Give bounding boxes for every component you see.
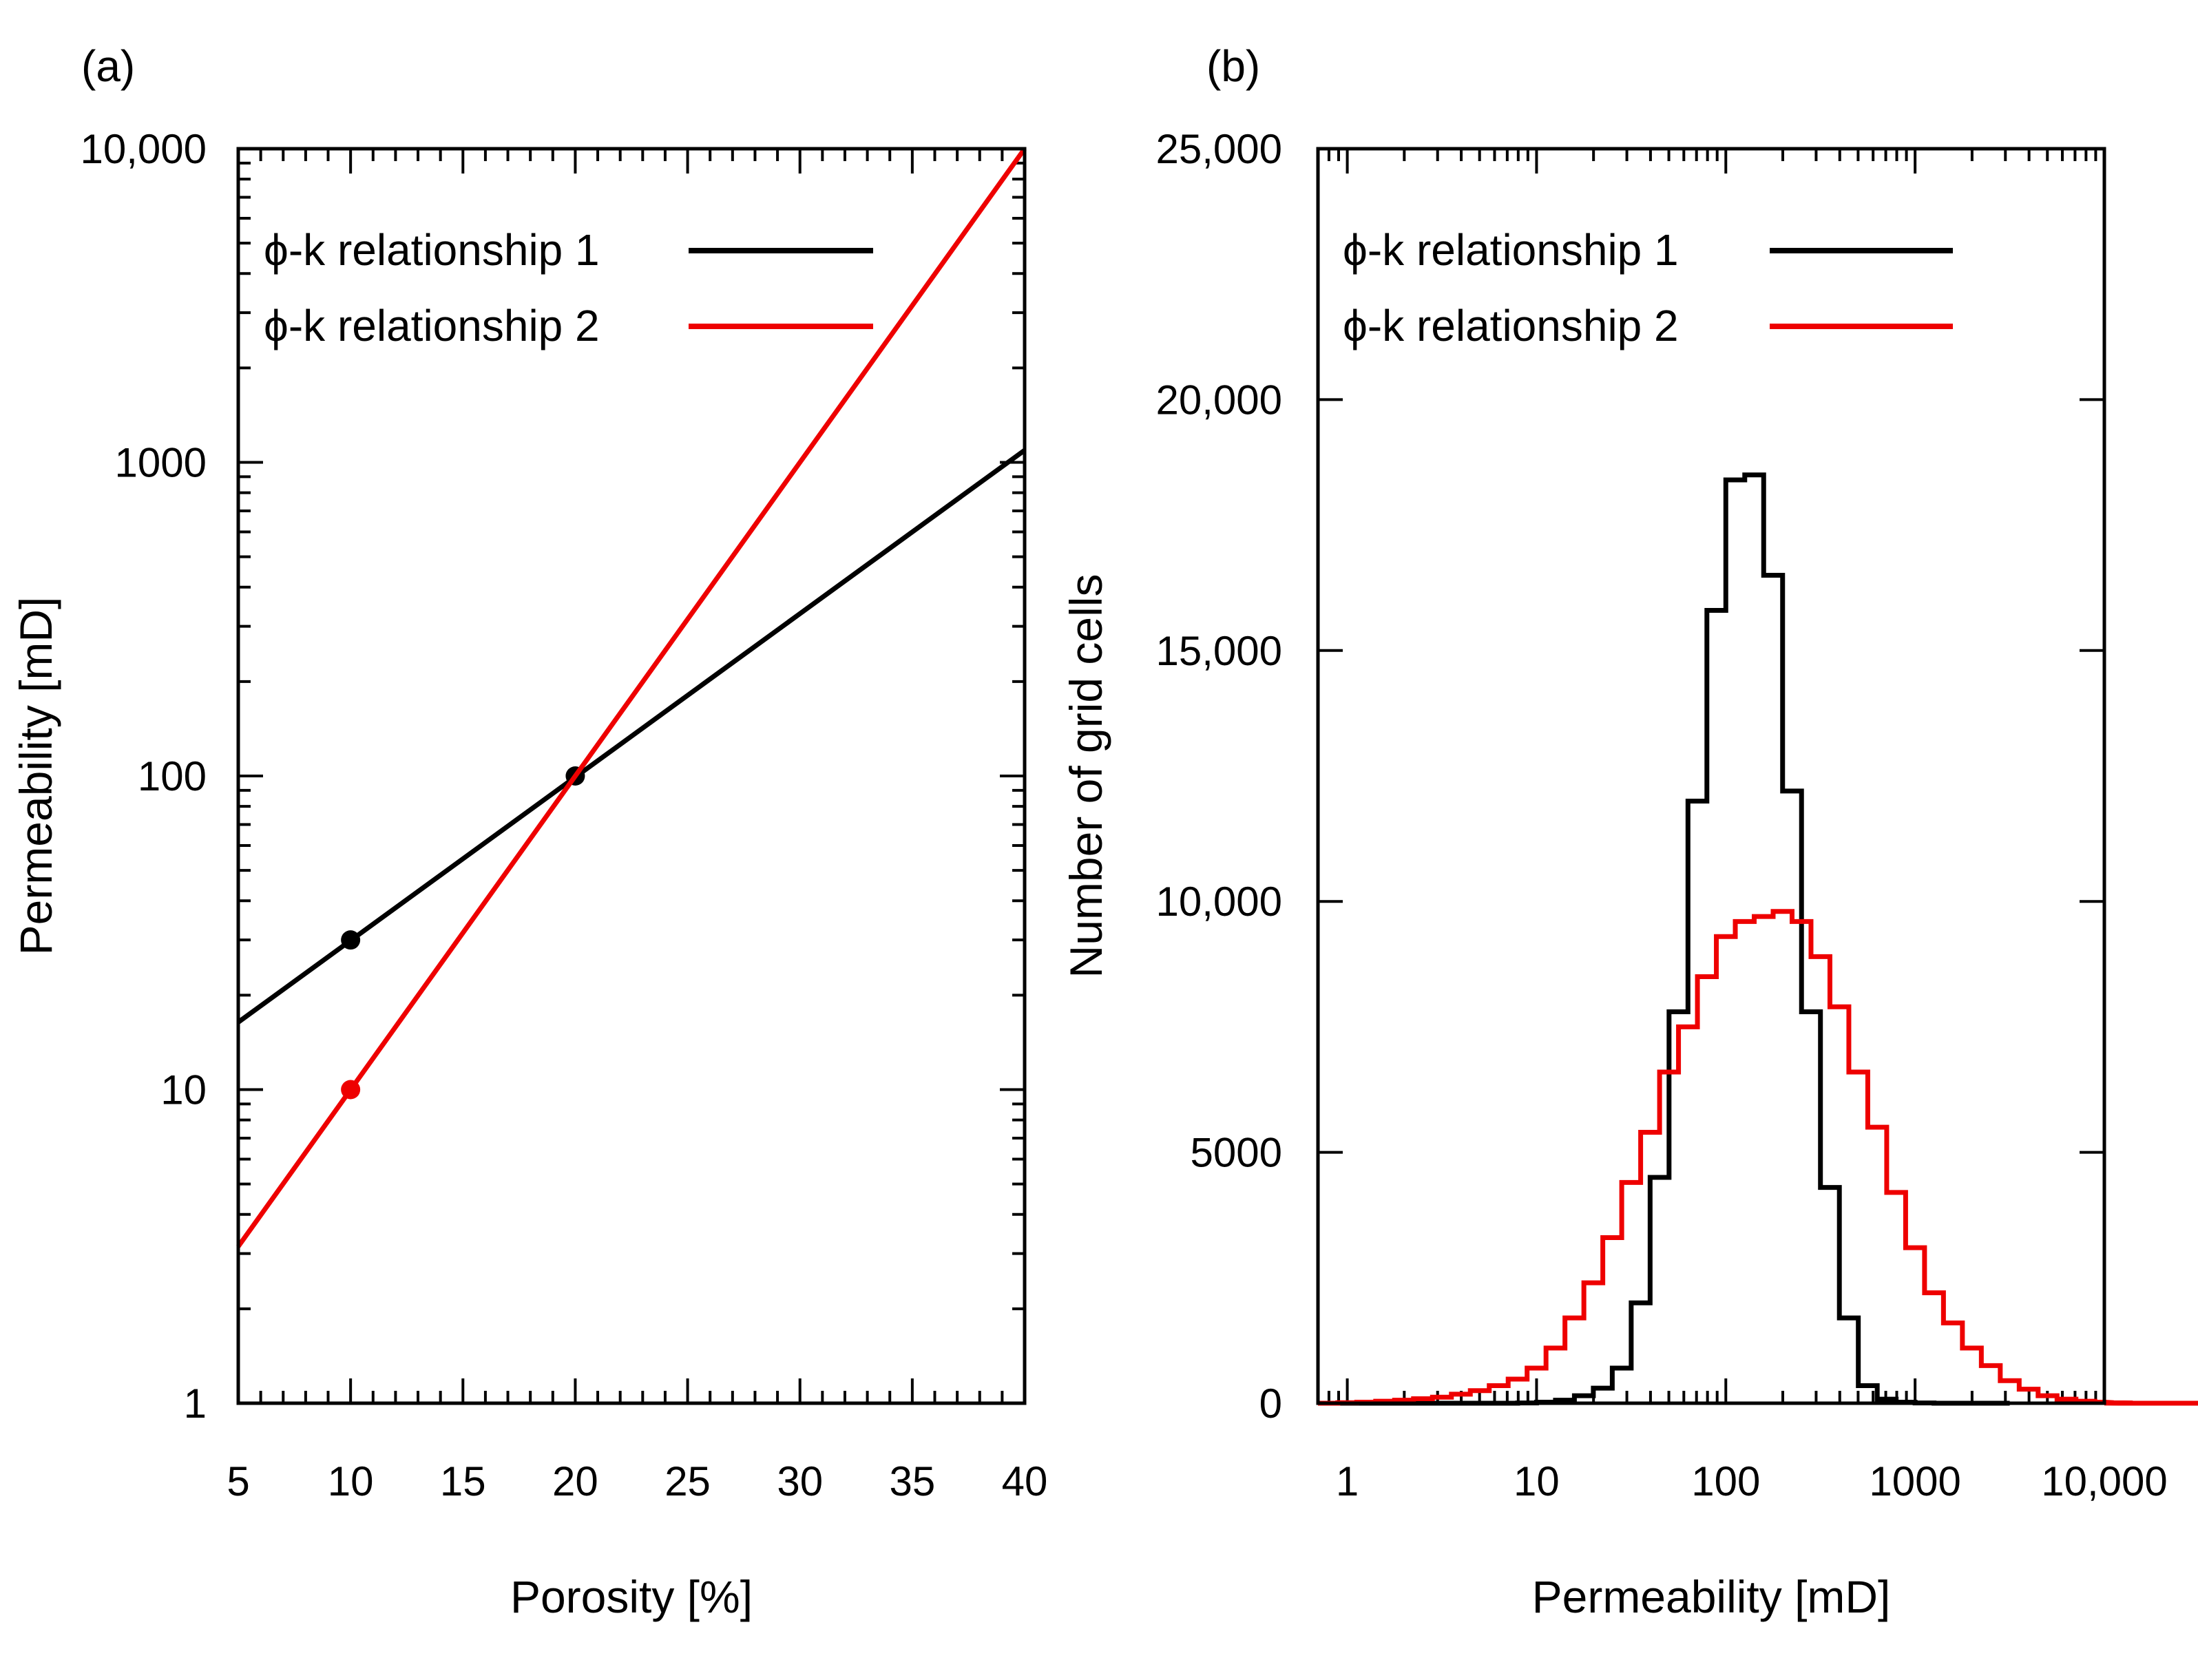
panel-a-series-point-2 bbox=[341, 1080, 361, 1100]
panel-a-legend-label-1: ϕ-k relationship 1 bbox=[264, 225, 600, 275]
panel-a-x-tick-label: 35 bbox=[889, 1458, 935, 1504]
panel-a-x-tick-label: 40 bbox=[1002, 1458, 1048, 1504]
panel-b-y-tick-label: 0 bbox=[1259, 1380, 1282, 1427]
panel-a-y-tick-label: 1 bbox=[184, 1380, 207, 1427]
panel-a-series-point-1 bbox=[341, 930, 361, 950]
panel-b-y-tick-label: 10,000 bbox=[1155, 879, 1282, 925]
panel-b-y-tick-label: 20,000 bbox=[1155, 377, 1282, 423]
panel-a-label: (a) bbox=[81, 41, 135, 91]
panel-a: (a) 5 10 15 20 25 30 35 40 1 10 100 1000 10,000 Poro… bbox=[10, 41, 1047, 1622]
panel-a-tick-labels: 5 10 15 20 25 30 35 40 1 10 100 1000 10,000 bbox=[80, 126, 1047, 1504]
panel-b-x-tick-label: 10,000 bbox=[2041, 1458, 2168, 1504]
panel-b-x-tick-label: 10 bbox=[1514, 1458, 1560, 1504]
panel-b-y-axis-label: Number of grid cells bbox=[1060, 574, 1111, 978]
panel-a-x-tick-label: 10 bbox=[328, 1458, 374, 1504]
panel-a-y-tick-label: 10 bbox=[160, 1067, 207, 1113]
panel-b-legend: ϕ-k relationship 1 ϕ-k relationship 2 bbox=[1343, 225, 1953, 350]
panel-a-plot-frame bbox=[236, 147, 1027, 1405]
panel-a-series bbox=[236, 147, 1027, 1248]
panel-a-series-line-2 bbox=[236, 147, 1027, 1248]
panel-b-x-tick-label: 1 bbox=[1336, 1458, 1359, 1504]
panel-b-plot-frame bbox=[1316, 147, 2106, 1405]
panel-b-y-tick-label: 15,000 bbox=[1155, 628, 1282, 674]
panel-a-x-tick-label: 30 bbox=[777, 1458, 823, 1504]
panel-a-series-line-1 bbox=[236, 448, 1027, 1025]
panel-a-legend-label-2: ϕ-k relationship 2 bbox=[264, 301, 600, 350]
panel-b-y-tick-label: 5000 bbox=[1191, 1130, 1282, 1176]
panel-a-ticks bbox=[237, 149, 1026, 1405]
panel-a-y-tick-label: 100 bbox=[138, 753, 207, 799]
panel-b-legend-label-1: ϕ-k relationship 1 bbox=[1343, 225, 1679, 275]
panel-b-legend-label-2: ϕ-k relationship 2 bbox=[1343, 301, 1679, 350]
panel-b: (b) 1 10 100 1000 10,000 0 5000 10,000 15,000 20,… bbox=[1060, 41, 2198, 1622]
panel-a-y-tick-label: 1000 bbox=[115, 440, 207, 486]
panel-a-x-tick-label: 25 bbox=[664, 1458, 711, 1504]
panel-b-label: (b) bbox=[1206, 41, 1260, 91]
panel-b-y-tick-label: 25,000 bbox=[1155, 126, 1282, 172]
panel-a-y-axis-label: Permeability [mD] bbox=[10, 597, 61, 956]
panel-a-x-axis-label: Porosity [%] bbox=[510, 1571, 753, 1622]
panel-b-x-axis-label: Permeability [mD] bbox=[1532, 1571, 1891, 1622]
panel-a-legend: ϕ-k relationship 1 ϕ-k relationship 2 bbox=[264, 225, 873, 350]
panel-b-tick-labels: 1 10 100 1000 10,000 0 5000 10,000 15,000 20,000 2… bbox=[1155, 126, 2167, 1504]
panel-a-x-tick-label: 20 bbox=[552, 1458, 598, 1504]
panel-a-x-tick-label: 15 bbox=[440, 1458, 486, 1504]
panel-a-x-tick-label: 5 bbox=[227, 1458, 249, 1504]
panel-b-x-tick-label: 1000 bbox=[1869, 1458, 1960, 1504]
panel-a-y-tick-label: 10,000 bbox=[80, 126, 207, 172]
panel-b-x-tick-label: 100 bbox=[1691, 1458, 1760, 1504]
